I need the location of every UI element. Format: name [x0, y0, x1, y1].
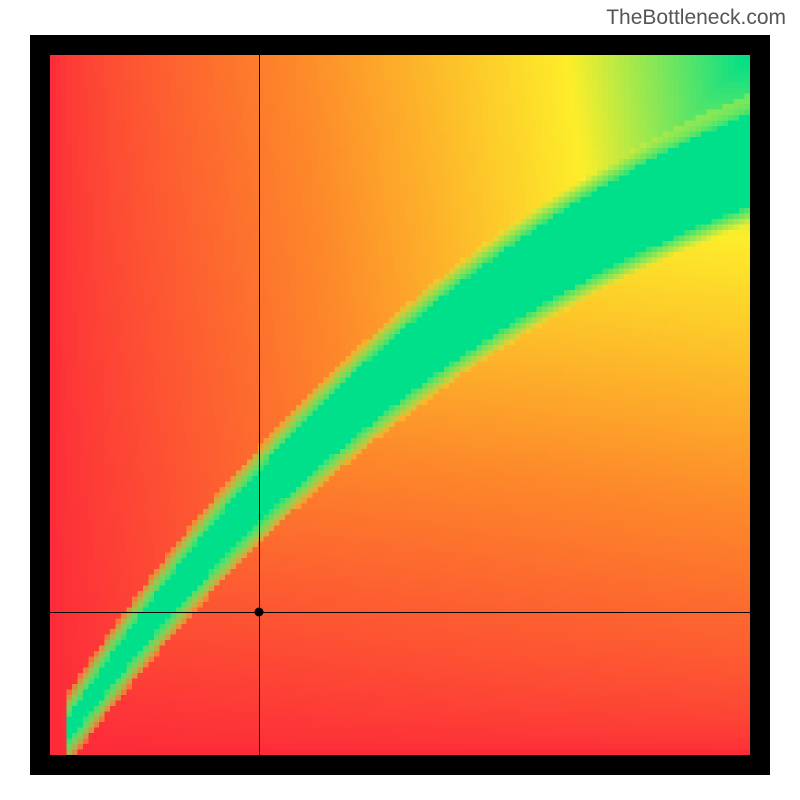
crosshair-marker-dot [254, 607, 263, 616]
crosshair-horizontal [50, 612, 750, 613]
crosshair-vertical [259, 55, 260, 755]
attribution-text: TheBottleneck.com [606, 6, 786, 30]
heatmap-canvas [50, 55, 750, 755]
chart-outer-frame [30, 35, 770, 775]
heatmap-plot-area [50, 55, 750, 755]
